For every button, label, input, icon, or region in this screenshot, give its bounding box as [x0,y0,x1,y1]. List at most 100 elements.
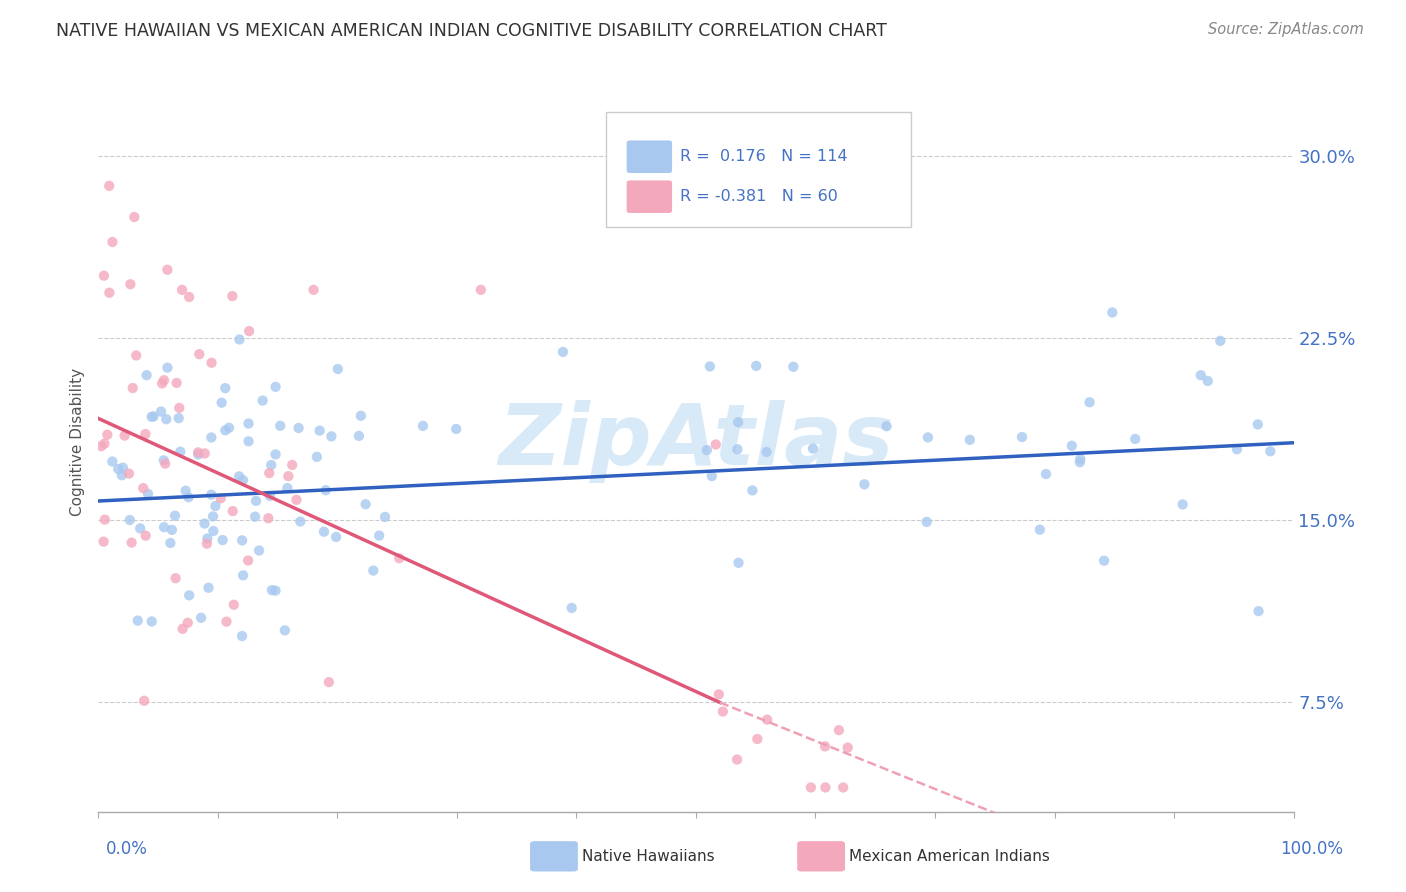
Point [260,458,283,472]
Point [711,705,734,719]
Point [167,401,190,415]
Point [264,380,287,394]
Point [302,283,325,297]
Point [172,622,194,636]
Point [209,491,232,506]
Point [195,532,218,546]
Point [756,713,779,727]
Point [156,360,179,375]
Point [312,524,335,539]
FancyBboxPatch shape [627,140,672,173]
Point [374,509,396,524]
Point [325,530,347,544]
Point [179,588,201,602]
Point [155,412,177,426]
Point [236,553,259,567]
Point [167,411,190,425]
Point [101,454,124,468]
Point [187,447,209,461]
Point [915,515,938,529]
Point [169,444,191,458]
Text: R =  0.176   N = 114: R = 0.176 N = 114 [681,149,848,164]
Point [174,483,197,498]
Point [696,443,718,458]
Point [160,523,183,537]
Point [166,376,188,390]
Point [197,581,219,595]
Point [177,615,200,630]
Point [127,614,149,628]
Point [163,508,186,523]
Point [257,511,280,525]
Point [93,268,115,283]
Text: R = -0.381   N = 60: R = -0.381 N = 60 [681,189,838,204]
Point [350,409,373,423]
Point [561,601,583,615]
Point [1069,455,1091,469]
Point [111,468,134,483]
Point [129,521,152,535]
Point [135,368,157,383]
Point [232,568,254,582]
Point [287,421,309,435]
Y-axis label: Cognitive Disability: Cognitive Disability [70,368,86,516]
Point [308,424,330,438]
Point [221,289,243,303]
Text: Source: ZipAtlas.com: Source: ZipAtlas.com [1208,22,1364,37]
Point [1011,430,1033,444]
Point [1078,395,1101,409]
Point [134,694,156,708]
Point [832,780,855,795]
Point [94,513,117,527]
Text: Mexican American Indians: Mexican American Indians [849,849,1050,863]
Point [93,534,115,549]
Point [412,418,434,433]
Point [165,571,187,585]
Point [172,283,194,297]
Point [305,450,328,464]
Point [837,740,859,755]
Text: NATIVE HAWAIIAN VS MEXICAN AMERICAN INDIAN COGNITIVE DISABILITY CORRELATION CHAR: NATIVE HAWAIIAN VS MEXICAN AMERICAN INDI… [56,22,887,40]
Point [1197,374,1219,388]
Point [135,529,157,543]
Point [90,439,112,453]
Point [252,393,274,408]
Point [238,324,260,338]
Point [150,404,173,418]
FancyBboxPatch shape [606,112,911,227]
Point [1171,498,1194,512]
Point [153,373,176,387]
Point [259,489,281,503]
Point [1069,452,1091,467]
Point [231,533,253,548]
Point [444,422,467,436]
Point [800,780,823,795]
Point [101,235,124,249]
Point [1226,442,1249,457]
Point [361,564,384,578]
Text: Native Hawaiians: Native Hawaiians [582,849,714,863]
Point [814,739,837,754]
Point [228,469,250,483]
Point [188,347,211,361]
Point [264,583,287,598]
Point [141,615,163,629]
Point [277,469,299,483]
Point [238,434,260,449]
Point [747,731,769,746]
Text: 0.0%: 0.0% [105,840,148,858]
Point [318,675,340,690]
Point [259,466,281,480]
Point [195,537,218,551]
Point [1101,305,1123,319]
Point [814,780,837,795]
Point [876,419,898,434]
Point [121,535,143,549]
Point [202,524,225,538]
Point [98,178,121,193]
Point [142,409,165,424]
Point [755,445,778,459]
Point [1060,439,1083,453]
Point [211,533,233,547]
Point [200,488,222,502]
